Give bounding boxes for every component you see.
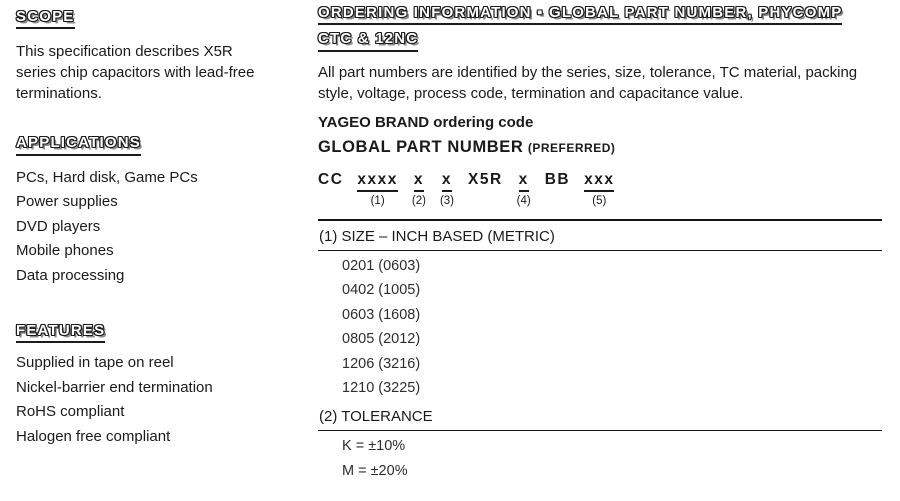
scope-section-header: SCOPE — [16, 8, 300, 30]
part-number-segment: x (3) — [440, 171, 454, 208]
size-section: (1) SIZE – INCH BASED (METRIC) 0201 (060… — [318, 218, 882, 402]
part-number-position-label: (3) — [439, 194, 454, 207]
features-list: Supplied in tape on reel Nickel-barrier e… — [16, 351, 300, 449]
application-item: Data processing — [16, 266, 125, 284]
features-heading: FEATURES — [16, 322, 106, 344]
tolerance-option: M = ±20% — [342, 462, 408, 479]
tolerance-section-title: (2) TOLERANCE — [318, 401, 882, 432]
part-number-position-label: (1) — [370, 194, 385, 207]
size-option: 1210 (3225) — [342, 380, 421, 397]
feature-item: RoHS compliant — [16, 403, 125, 421]
ordering-heading-line2-wrap: CTC & 12NC — [318, 30, 882, 52]
part-number-segment: x (2) — [412, 171, 426, 208]
tolerance-option: K = ±10% — [342, 438, 406, 455]
scope-body: This specification describes X5R series … — [16, 43, 255, 103]
part-number-position-label: (5) — [592, 194, 607, 207]
part-number-segment: CC — [318, 171, 343, 206]
part-number-segment: x (4) — [517, 171, 531, 208]
part-number-text: x — [413, 171, 424, 192]
left-column: SCOPE This specification describes X5R s… — [16, 8, 300, 479]
applications-heading: APPLICATIONS — [16, 134, 141, 156]
part-number-row: CC xxxx (1) x (2) x (3) X5R x (4) BB xxx (5) — [318, 171, 882, 208]
global-part-number-title: GLOBAL PART NUMBER — [318, 137, 524, 156]
global-part-number-title-line: GLOBAL PART NUMBER (PREFERRED) — [318, 138, 882, 157]
feature-item: Nickel-barrier end termination — [16, 378, 213, 396]
ordering-intro: All part numbers are identified by the s… — [318, 63, 858, 103]
feature-item: Halogen free compliant — [16, 427, 171, 445]
part-number-segment: BB — [545, 171, 570, 206]
part-number-position-label: (2) — [411, 194, 426, 207]
part-number-text: CC — [318, 170, 344, 188]
ordering-heading: ORDERING INFORMATION ▪ GLOBAL PART NUMBE… — [318, 4, 882, 52]
part-number-text: x — [441, 171, 453, 192]
ordering-heading-line1: ORDERING INFORMATION ▪ GLOBAL PART NUMBE… — [318, 4, 843, 26]
size-options-list: 0201 (0603) 0402 (1005) 0603 (1608) 0805 (2… — [318, 251, 882, 402]
size-option: 1206 (3216) — [342, 355, 421, 372]
size-option: 0805 (2012) — [342, 331, 421, 348]
size-option: 0201 (0603) — [342, 257, 421, 274]
applications-list: PCs, Hard disk, Game PCs Power supplies DV… — [16, 166, 300, 289]
scope-heading: SCOPE — [16, 8, 75, 30]
ordering-heading-line2: CTC & 12NC — [318, 30, 419, 52]
feature-item: Supplied in tape on reel — [16, 354, 174, 372]
part-number-position-label: (4) — [516, 194, 531, 207]
application-item: PCs, Hard disk, Game PCs — [16, 168, 198, 186]
part-number-text: xxx — [584, 171, 615, 192]
global-part-number-preferred: (PREFERRED) — [527, 140, 616, 155]
application-item: Power supplies — [16, 193, 118, 210]
part-number-position-label — [468, 193, 503, 206]
application-item: Mobile phones — [16, 242, 114, 259]
part-number-text: x — [518, 171, 529, 192]
size-option: 0603 (1608) — [342, 306, 421, 323]
brand-ordering-code-line: YAGEO BRAND ordering code — [318, 113, 534, 131]
part-number-position-label — [318, 193, 343, 206]
part-number-segment: xxx (5) — [584, 171, 615, 208]
size-option: 0402 (1005) — [342, 282, 421, 299]
part-number-text: BB — [544, 170, 571, 188]
part-number-segment: X5R — [468, 171, 503, 206]
features-section-header: FEATURES — [16, 322, 300, 344]
right-column: ORDERING INFORMATION ▪ GLOBAL PART NUMBE… — [318, 4, 882, 483]
part-number-position-label — [545, 193, 570, 206]
ordering-heading-line1-wrap: ORDERING INFORMATION ▪ GLOBAL PART NUMBE… — [318, 4, 882, 26]
size-section-title: (1) SIZE – INCH BASED (METRIC) — [318, 221, 882, 251]
applications-section-header: APPLICATIONS — [16, 134, 300, 156]
tolerance-section: (2) TOLERANCE K = ±10% M = ±20% — [318, 401, 882, 483]
tolerance-options-list: K = ±10% M = ±20% — [318, 431, 882, 483]
application-item: DVD players — [16, 217, 101, 235]
part-number-text: X5R — [468, 170, 503, 188]
part-number-segment: xxxx (1) — [357, 171, 398, 208]
part-number-text: xxxx — [357, 171, 398, 192]
